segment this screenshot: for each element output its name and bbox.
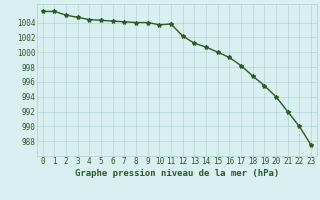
X-axis label: Graphe pression niveau de la mer (hPa): Graphe pression niveau de la mer (hPa) (75, 169, 279, 178)
